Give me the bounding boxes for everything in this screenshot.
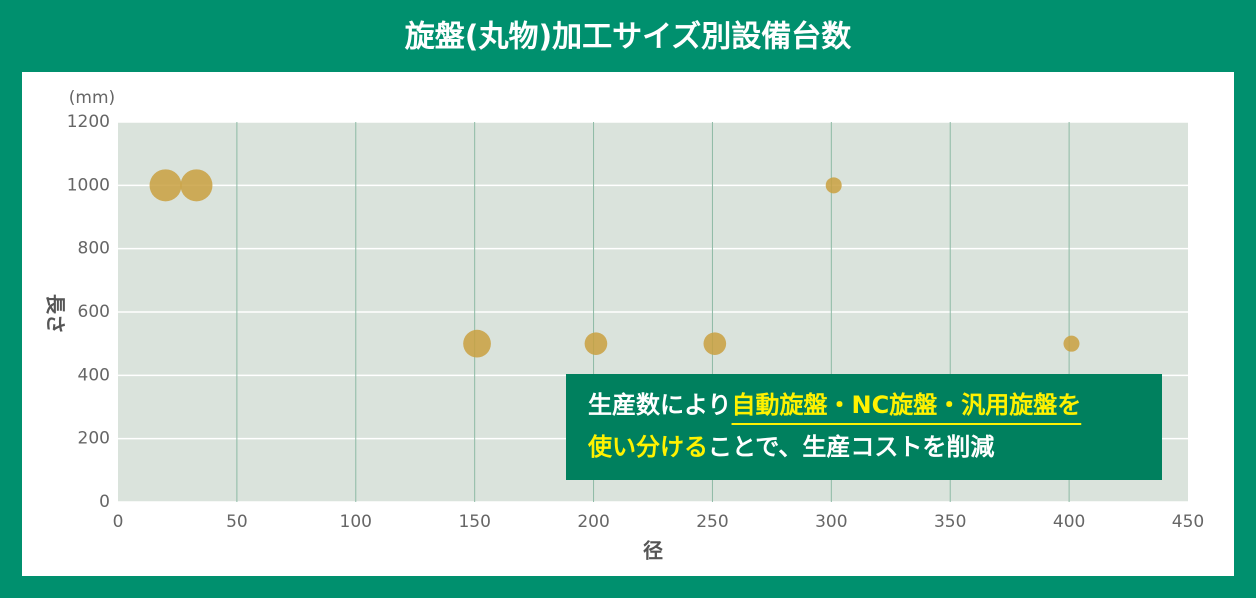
x-tick-label: 0 — [113, 512, 124, 532]
x-tick-label: 150 — [458, 512, 490, 532]
chart-title: 旋盤(丸物)加工サイズ別設備台数 — [405, 20, 853, 55]
x-tick-label: 100 — [340, 512, 372, 532]
annotation-line: 使い分けることで、生産コストを削減 — [587, 433, 994, 461]
annotation-box — [566, 374, 1162, 480]
x-tick-label: 350 — [934, 512, 966, 532]
y-tick-label: 200 — [78, 429, 110, 449]
x-tick-label: 250 — [696, 512, 728, 532]
bubble — [180, 169, 213, 202]
y-unit: (mm) — [69, 88, 115, 108]
annotation-line: 生産数により自動旋盤・NC旋盤・汎用旋盤を — [588, 391, 1081, 419]
x-tick-label: 200 — [577, 512, 609, 532]
y-tick-label: 0 — [99, 492, 110, 512]
annotation-highlight: 使い分ける — [587, 433, 708, 461]
y-tick-label: 1200 — [67, 112, 110, 132]
x-axis-label: 径 — [643, 539, 663, 563]
annotation-highlight: 自動旋盤・NC旋盤・汎用旋盤を — [732, 391, 1082, 419]
x-tick-label: 400 — [1053, 512, 1085, 532]
x-tick-label: 300 — [815, 512, 847, 532]
bubble — [825, 177, 842, 194]
marks — [149, 169, 1080, 358]
y-tick-label: 1000 — [67, 175, 110, 195]
x-tick-label: 50 — [226, 512, 248, 532]
y-axis-label: 長さ — [44, 294, 68, 334]
bubble — [1063, 335, 1080, 352]
bubble — [149, 169, 182, 202]
y-tick-label: 400 — [78, 365, 110, 385]
y-tick-label: 600 — [78, 302, 110, 322]
bubble — [584, 332, 608, 355]
y-tick-label: 800 — [78, 239, 110, 259]
bubble — [703, 332, 727, 355]
annotation-text: 生産数により — [588, 391, 732, 419]
x-tick-label: 450 — [1172, 512, 1204, 532]
annotation-text: ことで、生産コストを削減 — [708, 433, 994, 461]
bubble — [463, 329, 491, 358]
